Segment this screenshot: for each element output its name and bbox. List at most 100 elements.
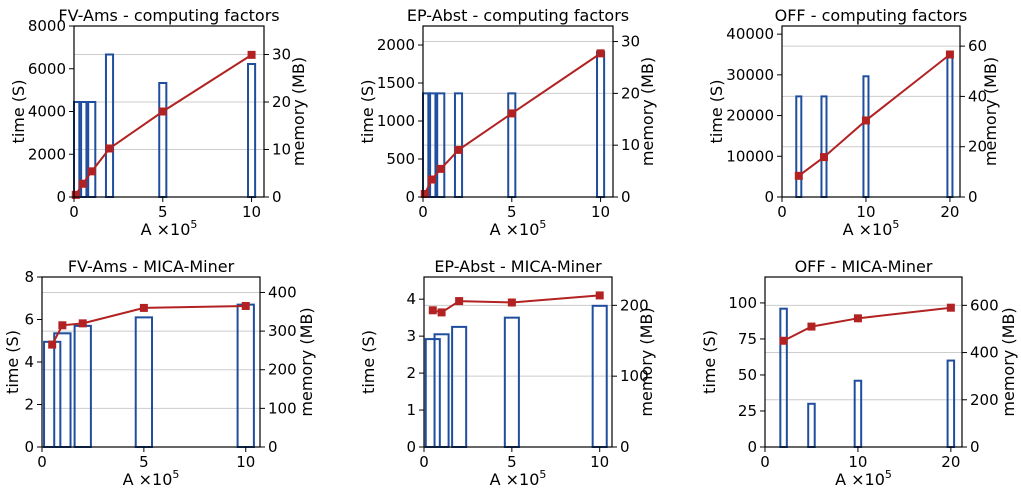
y-tick-label: 0: [24, 438, 34, 456]
y-axis-label: time (S): [3, 330, 22, 394]
bar: [247, 63, 257, 198]
chart-title: OFF - computing factors: [775, 6, 968, 25]
bar: [53, 332, 72, 448]
y2-tick-label: 200: [268, 361, 297, 379]
x-tick-label: 0: [69, 203, 79, 221]
x-tick-label: 10: [856, 203, 875, 221]
y-tick-label: 2000: [377, 36, 415, 54]
x-tick-label: 5: [139, 453, 149, 471]
line-marker: [861, 116, 870, 125]
line-marker: [779, 336, 788, 345]
x-tick-label: 10: [591, 203, 610, 221]
y2-axis-label: memory (MB): [999, 307, 1018, 416]
y-tick-label: 1500: [377, 74, 415, 92]
y2-tick-label: 10: [272, 141, 291, 159]
axes-frame: [422, 25, 614, 198]
x-axis-label: A ×105: [843, 218, 900, 239]
y2-axis-label: memory (MB): [637, 307, 656, 416]
line-marker: [595, 291, 604, 300]
chart-title: EP-Abst - MICA-Miner: [434, 257, 602, 276]
y-tick-label: 2000: [28, 145, 66, 163]
x-tick-label: 0: [418, 203, 428, 221]
y2-tick-label: 0: [272, 188, 282, 206]
bar: [853, 379, 863, 449]
y2-tick-label: 0: [970, 438, 980, 456]
y-axis-label: time (S): [707, 80, 726, 144]
y2-tick-label: 200: [620, 296, 649, 314]
y2-tick-label: 0: [268, 438, 278, 456]
y2-tick-label: 40: [968, 87, 987, 105]
line-marker: [78, 179, 87, 188]
x-tick-label: 0: [777, 203, 787, 221]
x-axis-label: A ×105: [835, 468, 892, 489]
line-marker: [437, 308, 446, 317]
y2-tick-label: 20: [621, 84, 640, 102]
bar: [807, 402, 816, 449]
bar: [236, 303, 255, 448]
chart-panel-6: 0 25 50 75 100 0 200 400 600 0 10 20 OFF - MICA-Mine…: [700, 257, 1018, 489]
x-tick-label: 5: [507, 203, 517, 221]
chart-title: FV-Ams - MICA-Miner: [68, 257, 235, 276]
y2-axis-label: memory (MB): [289, 57, 308, 166]
bar: [596, 50, 606, 199]
x-tick-label: 20: [941, 453, 960, 471]
y2-tick-label: 400: [970, 344, 999, 362]
chart-panel-5: 0 1 2 3 4 0 100 200 0 5 10 EP-Abst - MICA-Miner A ×1…: [359, 257, 656, 489]
y-tick-label: 0: [405, 188, 415, 206]
chart-panel-4: 0 2 4 6 8 0 100 200 300 400 0 5 10 FV-Ams - MICA-Mine…: [3, 257, 316, 489]
y-tick-label: 3: [406, 327, 416, 345]
x-axis-label-base: A ×10: [490, 470, 540, 489]
line-marker: [853, 314, 862, 323]
x-tick-label: 10: [848, 453, 867, 471]
chart-panel-2: 0 500 1000 1500 2000 0 10 20 30 0 5 10 EP-Abst - com…: [358, 6, 657, 239]
bar: [424, 338, 441, 448]
axes-frame: [423, 276, 613, 448]
axes-frame: [781, 25, 961, 198]
line-marker: [428, 306, 437, 315]
y-axis-label: time (S): [359, 330, 378, 394]
line-marker: [794, 171, 803, 180]
y-tick-label: 2: [406, 364, 416, 382]
y2-tick-label: 400: [268, 283, 297, 301]
x-tick-label: 0: [37, 453, 47, 471]
x-axis-label-base: A ×10: [843, 220, 893, 239]
chart-panel-3: 0 10000 20000 30000 40000 0 20 40 60 0 10 20 OFF - c…: [707, 6, 1000, 239]
y2-tick-label: 30: [272, 46, 291, 64]
y-tick-label: 0: [747, 438, 757, 456]
x-axis-label: A ×105: [490, 218, 547, 239]
line-marker: [58, 321, 67, 330]
y-axis-label: time (S): [700, 330, 719, 394]
x-axis-label-base: A ×10: [123, 470, 173, 489]
bar: [946, 52, 954, 199]
y-tick-label: 100: [728, 294, 757, 312]
y-tick-label: 50: [738, 366, 757, 384]
chart-title: FV-Ams - computing factors: [58, 6, 279, 25]
x-axis-label-base: A ×10: [490, 220, 540, 239]
y2-axis-label: memory (MB): [638, 57, 657, 166]
line-marker: [436, 164, 445, 173]
y-tick-label: 25: [738, 402, 757, 420]
y2-tick-label: 0: [968, 188, 978, 206]
y-tick-label: 4: [24, 353, 34, 371]
bar: [43, 340, 62, 448]
line-marker: [945, 50, 954, 59]
x-axis-label-exponent: 5: [892, 218, 899, 231]
y2-axis-label: memory (MB): [981, 57, 1000, 166]
line-marker: [946, 303, 955, 312]
line-marker: [596, 49, 605, 58]
series-line: [798, 53, 951, 177]
x-tick-label: 0: [760, 453, 770, 471]
y2-tick-label: 10: [621, 136, 640, 154]
y-tick-label: 20000: [726, 107, 774, 125]
x-tick-label: 0: [419, 453, 429, 471]
line-marker: [454, 145, 463, 154]
line-marker: [507, 298, 516, 307]
x-tick-label: 5: [507, 453, 517, 471]
y2-axis-label: memory (MB): [297, 307, 316, 416]
y-tick-label: 1: [406, 401, 416, 419]
x-axis-label-base: A ×10: [835, 470, 885, 489]
bar: [134, 316, 154, 448]
y-tick-label: 40000: [726, 25, 774, 43]
line-marker: [241, 301, 250, 310]
